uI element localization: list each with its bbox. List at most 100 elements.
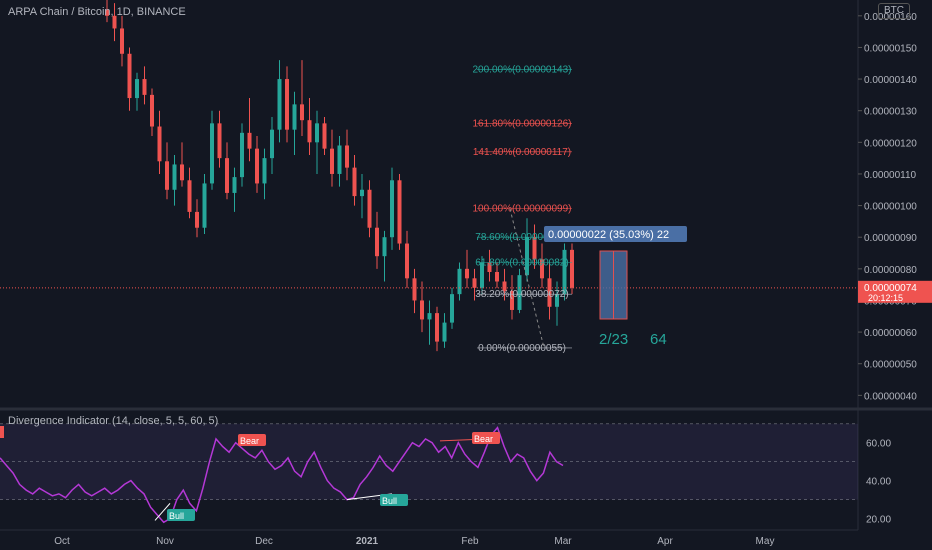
candle-body [307, 120, 312, 143]
candle-body [270, 129, 274, 159]
candle-body [450, 294, 454, 323]
candle-body [337, 145, 342, 174]
candle-body [367, 189, 372, 228]
price-tick-label: 0.00000130 [864, 107, 917, 118]
candle-body [247, 132, 252, 149]
candle-body [457, 268, 462, 295]
candle-body [487, 262, 492, 272]
candle-body [397, 180, 402, 244]
time-tick-label: Apr [657, 536, 673, 547]
price-tick-label: 0.00000120 [864, 138, 917, 149]
candle-body [120, 28, 124, 54]
candle-body [435, 313, 439, 342]
currency-badge[interactable]: BTC [878, 3, 910, 19]
rsi-tick-label: 60.00 [866, 439, 891, 450]
candle-body [555, 294, 559, 307]
candle-body [345, 145, 349, 168]
time-tick-label: May [756, 536, 775, 547]
current-price-badge [858, 280, 932, 303]
measure-label-box [544, 226, 687, 242]
candle-body [165, 161, 169, 190]
candle-body [262, 158, 267, 184]
price-tick-label: 0.00000160 [864, 12, 917, 23]
candle-body [172, 164, 177, 190]
fib-level-label: 141.40%(0.00000117) [473, 147, 571, 158]
rsi-tick-label: 20.00 [866, 515, 891, 526]
candle-body [135, 79, 139, 99]
fib-level-label: 161.80%(0.00000126) [473, 118, 572, 129]
candle-body [240, 132, 244, 178]
candle-body [300, 104, 304, 121]
measure-date: 2/23 [599, 331, 628, 348]
candle-body [502, 281, 507, 291]
bull-label-box [167, 509, 195, 521]
candle-body [390, 180, 394, 238]
time-tick-label: Feb [461, 536, 479, 547]
candle-body [517, 275, 522, 310]
fib-level-label: 0.00%(0.00000055) [478, 343, 566, 354]
candle-body [315, 123, 319, 143]
candle-body [112, 15, 117, 29]
bear-label-edge [0, 426, 4, 438]
candle-body [292, 104, 297, 130]
candle-body [150, 94, 154, 127]
candle-body [277, 79, 282, 130]
candle-body [360, 189, 364, 197]
fib-level-label: 78.60%(0.00000090) [475, 232, 568, 243]
candle-body [570, 249, 574, 288]
candle-body [330, 148, 334, 174]
measure-label: 0.00000022 (35.03%) 22 [548, 229, 669, 241]
candle-body [210, 123, 214, 184]
time-tick-label: Mar [554, 536, 572, 547]
candle-body [217, 123, 222, 159]
price-tick-label: 0.00000150 [864, 43, 917, 54]
candle-body [382, 237, 387, 257]
candle-body [465, 268, 469, 279]
indicator-title: Divergence Indicator (14, close, 5, 5, 6… [8, 415, 219, 427]
time-tick-label: Oct [54, 536, 70, 547]
bear-label-box [472, 432, 500, 444]
candle-body [180, 164, 184, 181]
candle-body [375, 227, 379, 257]
price-tick-label: 0.00000140 [864, 75, 917, 86]
bear-label: Bear [240, 436, 259, 446]
time-tick-label: 2021 [356, 536, 379, 547]
bull-label: Bull [169, 511, 184, 521]
current-price-value: 0.00000074 [864, 283, 917, 294]
candle-body [127, 53, 132, 99]
price-tick-label: 0.00000060 [864, 328, 917, 339]
candle-body [187, 180, 192, 212]
candle-body [472, 278, 477, 288]
candle-body [157, 126, 162, 162]
price-tick-label: 0.00000050 [864, 360, 917, 371]
candle-body [202, 183, 207, 228]
candle-body [427, 313, 432, 320]
price-tick-label: 0.00000110 [864, 170, 917, 181]
candle-body [285, 79, 289, 130]
candle-body [322, 123, 327, 149]
candle-body [547, 278, 552, 307]
bear-label: Bear [474, 434, 493, 444]
chart-title: ARPA Chain / Bitcoin, 1D, BINANCE [8, 6, 186, 18]
candle-body [442, 322, 447, 342]
measure-days: 64 [650, 331, 667, 348]
candle-body [352, 167, 357, 197]
candle-body [495, 272, 499, 282]
bear-label-box [238, 434, 266, 446]
price-tick-label: 0.00000080 [864, 265, 917, 276]
fib-level-label: 100.00%(0.00000099) [473, 204, 572, 215]
rsi-line [0, 426, 564, 524]
bull-divergence-line [154, 503, 171, 521]
rsi-tick-label: 40.00 [866, 477, 891, 488]
candle-body [255, 148, 259, 184]
bull-label-box [380, 494, 408, 506]
candle-body [510, 290, 514, 310]
candle-body [525, 237, 529, 276]
candle-body [412, 278, 417, 301]
price-tick-label: 0.00000100 [864, 202, 917, 213]
price-tick-label: 0.00000090 [864, 233, 917, 244]
fib-level-label: 38.20%(0.00000072) [475, 289, 568, 300]
candle-body [420, 300, 424, 320]
time-tick-label: Dec [255, 536, 273, 547]
